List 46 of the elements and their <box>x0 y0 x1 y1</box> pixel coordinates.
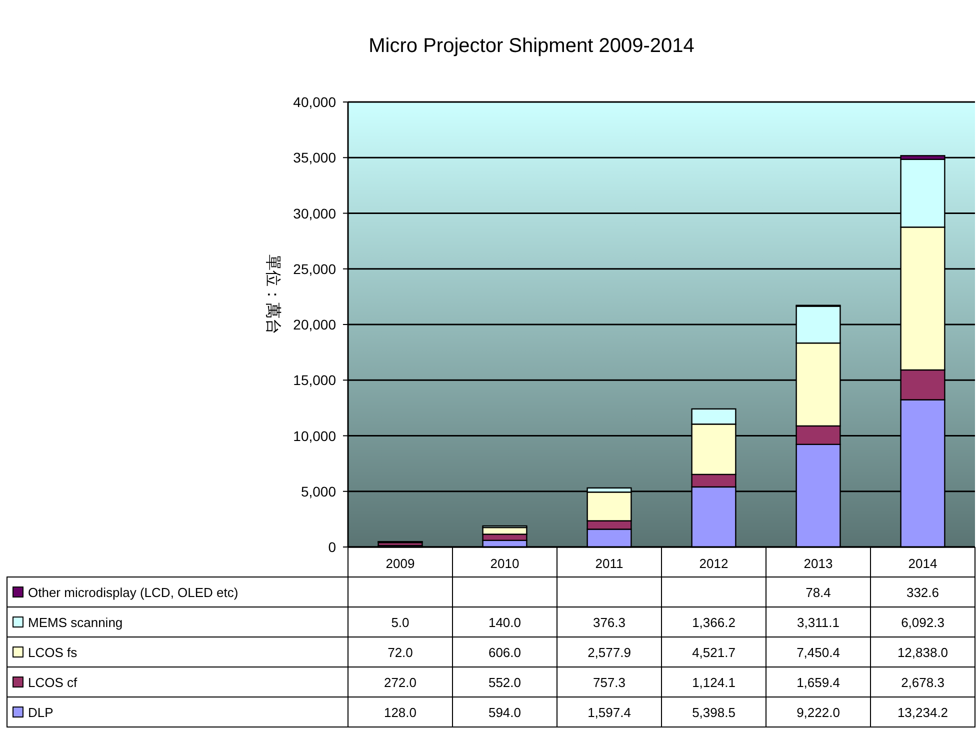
data-label: 594.0 <box>488 705 522 720</box>
data-label: 1,597.4 <box>588 705 631 720</box>
x-tick-label: 2013 <box>804 556 833 571</box>
data-label: 376.3 <box>592 615 626 630</box>
data-label: 2,678.3 <box>901 675 944 690</box>
data-label: 78.4 <box>806 585 831 600</box>
y-tick-label: 10,000 <box>293 428 336 444</box>
data-label: 128.0 <box>384 705 417 720</box>
y-tick-label: 20,000 <box>293 316 336 332</box>
y-tick-label: 0 <box>328 539 336 555</box>
data-label: 4,521.7 <box>692 645 736 660</box>
y-tick-label: 40,000 <box>293 94 336 110</box>
data-label: 272.0 <box>384 675 417 690</box>
y-tick-label: 30,000 <box>293 205 336 222</box>
data-label: 6,092.3 <box>901 615 944 630</box>
chart-title: Micro Projector Shipment 2009-2014 <box>368 35 694 57</box>
data-label: 1,366.2 <box>692 615 736 630</box>
y-tick-label: 5,000 <box>300 483 336 500</box>
x-tick-label: 2010 <box>490 556 520 571</box>
data-label: 552.0 <box>488 675 522 690</box>
data-label: 12,838.0 <box>897 645 948 660</box>
x-tick-label: 2009 <box>386 556 415 571</box>
data-label: 9,222.0 <box>796 705 840 720</box>
x-tick-label: 2012 <box>699 556 728 571</box>
y-axis-title: 單位：萬台 <box>264 254 282 334</box>
data-label: 1,124.1 <box>692 675 736 690</box>
data-label: 7,450.4 <box>796 645 840 660</box>
data-label: 757.3 <box>592 675 626 690</box>
data-label: 72.0 <box>388 645 413 660</box>
data-label: 606.0 <box>488 645 522 660</box>
y-tick-label: 25,000 <box>293 260 336 277</box>
data-label: 332.6 <box>906 585 940 600</box>
data-label: 140.0 <box>488 615 522 630</box>
data-label: 3,311.1 <box>797 615 840 630</box>
x-tick-label: 2011 <box>595 556 624 571</box>
data-label: 1,659.4 <box>796 675 840 690</box>
data-label: 5,398.5 <box>692 705 736 720</box>
legend-label: LCOS fs <box>28 645 78 660</box>
data-label: 2,577.9 <box>588 645 631 660</box>
y-tick-label: 35,000 <box>293 150 336 166</box>
legend-label: DLP <box>28 705 54 720</box>
x-tick-label: 2014 <box>908 556 938 571</box>
legend-label: LCOS cf <box>28 675 78 690</box>
y-tick-label: 15,000 <box>293 372 336 388</box>
data-label: 5.0 <box>391 615 410 630</box>
data-label: 13,234.2 <box>897 705 948 720</box>
